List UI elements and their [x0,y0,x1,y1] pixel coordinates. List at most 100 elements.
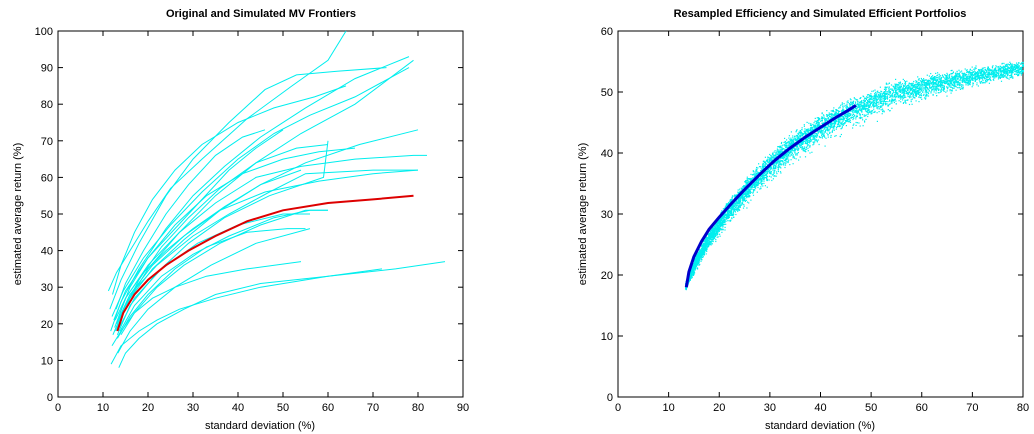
simulated-portfolio-point [806,140,808,142]
simulated-portfolio-point [850,110,852,112]
simulated-portfolio-point [884,91,886,93]
simulated-portfolio-point [700,256,703,258]
simulated-portfolio-point [903,89,906,91]
simulated-portfolio-point [937,88,939,90]
simulated-portfolio-point [902,92,904,94]
simulated-portfolio-point [790,154,792,156]
simulated-portfolio-point [830,122,832,124]
simulated-portfolio-point [994,70,996,72]
simulated-portfolio-point [779,160,781,162]
simulated-portfolio-point [767,170,770,172]
simulated-portfolio-point [787,160,789,162]
simulated-portfolio-point [807,130,809,132]
simulated-portfolio-point [981,75,983,78]
simulated-portfolio-point [745,199,747,201]
simulated-portfolio-point [948,76,950,78]
simulated-portfolio-point [805,128,808,131]
simulated-portfolio-point [717,233,719,235]
simulated-portfolio-point [807,147,809,149]
simulated-portfolio-point [861,117,863,119]
simulated-portfolio-point [815,120,817,122]
simulated-portfolio-point [867,112,869,114]
simulated-portfolio-point [838,107,840,109]
simulated-portfolio-point [828,129,830,131]
simulated-portfolio-point [739,188,741,190]
simulated-portfolio-point [800,132,802,134]
simulated-portfolio-point [741,194,743,196]
simulated-portfolio-point [1011,75,1013,77]
simulated-portfolio-point [837,111,840,113]
simulated-portfolio-point [1020,74,1022,76]
simulated-portfolio-point [781,141,783,144]
simulated-portfolio-point [989,70,991,72]
simulated-portfolio-point [725,223,727,225]
simulated-portfolio-point [783,154,785,156]
simulated-portfolio-point [975,79,977,81]
chart-left-xtick-label: 0 [55,402,61,414]
simulated-portfolio-point [812,134,814,136]
simulated-portfolio-point [752,192,754,194]
simulated-portfolio-point [728,211,730,213]
simulated-portfolio-point [802,132,804,134]
simulated-portfolio-point [924,79,926,81]
simulated-portfolio-point [989,72,991,74]
simulated-portfolio-point [991,67,994,69]
simulated-portfolio-point [875,101,878,103]
simulated-portfolio-point [812,144,814,146]
simulated-portfolio-point [798,137,800,139]
simulated-portfolio-point [794,148,796,150]
simulated-portfolio-point [980,80,983,82]
simulated-portfolio-point [971,66,973,68]
simulated-portfolio-point [729,214,731,216]
simulated-portfolio-point [940,90,942,92]
simulated-portfolio-point [864,105,866,108]
simulated-portfolio-point [790,131,792,133]
simulated-portfolio-point [775,156,777,158]
simulated-portfolio-point [968,76,970,78]
simulated-portfolio-point [799,145,801,147]
simulated-portfolio-point [736,204,738,206]
simulated-portfolio-point [907,84,909,86]
simulated-portfolio-point [825,137,827,139]
simulated-portfolio-point [771,156,773,158]
simulated-portfolio-point [840,123,842,125]
simulated-portfolio-point [821,130,823,132]
simulated-portfolio-point [723,223,725,226]
simulated-portfolio-point [689,272,691,274]
simulated-portfolio-point [768,159,770,161]
simulated-portfolio-point [879,86,881,88]
simulated-portfolio-point [810,124,812,126]
simulated-portfolio-point [830,110,832,112]
simulated-portfolio-point [933,89,935,91]
simulated-portfolio-point [773,164,775,166]
simulated-portfolio-point [972,78,974,80]
simulated-portfolio-point [789,164,791,166]
simulated-portfolio-point [870,110,872,112]
simulated-portfolio-point [882,95,884,97]
simulated-portfolio-point [978,79,980,81]
simulated-portfolio-point [796,152,798,154]
simulated-portfolio-point [762,162,764,164]
simulated-portfolio-point [904,81,906,83]
simulated-portfolio-point [838,118,840,120]
simulated-portfolio-point [837,124,839,126]
simulated-portfolio-point [908,82,910,84]
simulated-portfolio-point [750,185,752,187]
simulated-portfolio-point [988,82,990,84]
simulated-portfolio-point [924,95,926,97]
simulated-portfolio-point [734,194,736,196]
simulated-portfolio-point [812,129,814,131]
simulated-portfolio-point [767,158,769,160]
simulated-portfolio-point [791,142,793,144]
simulated-portfolio-point [957,73,959,75]
simulated-portfolio-point [880,99,882,101]
simulated-portfolio-point [727,220,729,222]
simulated-portfolio-point [897,96,899,99]
simulated-portfolio-point [722,219,724,221]
simulated-portfolio-point [1005,69,1007,71]
simulated-portfolio-point [837,117,839,119]
simulated-portfolio-point [798,136,800,138]
simulated-portfolio-point [809,135,811,137]
simulated-portfolio-point [907,99,909,101]
simulated-portfolio-point [894,89,896,91]
